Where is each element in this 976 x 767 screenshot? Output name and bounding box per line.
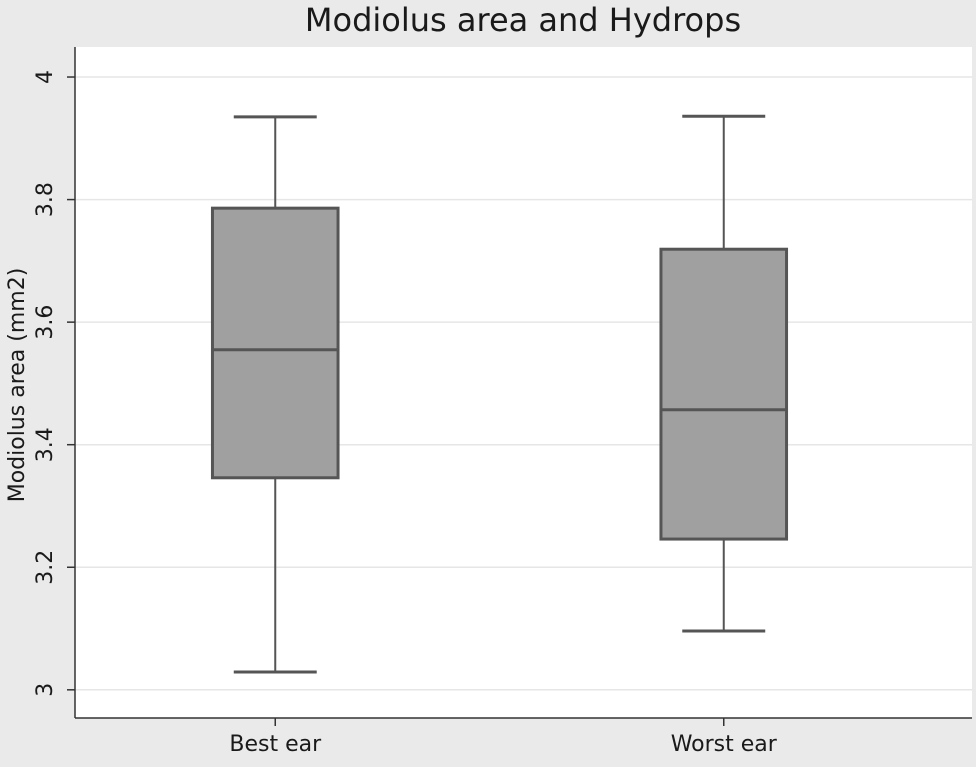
- y-tick-label: 3.8: [33, 182, 58, 217]
- x-tick-label: Worst ear: [671, 732, 778, 757]
- box: [659, 247, 789, 541]
- box: [210, 206, 340, 480]
- y-tick-label: 3.4: [33, 427, 58, 462]
- y-tick-label: 3.6: [33, 305, 58, 340]
- y-axis-label: Modiolus area (mm2): [5, 268, 30, 503]
- chart-title: Modiolus area and Hydrops: [305, 1, 741, 39]
- y-tick-label: 4: [33, 70, 58, 84]
- plot-area: [75, 47, 972, 718]
- x-tick-label: Best ear: [229, 732, 322, 757]
- y-tick-label: 3: [33, 683, 58, 697]
- y-tick-label: 3.2: [33, 550, 58, 585]
